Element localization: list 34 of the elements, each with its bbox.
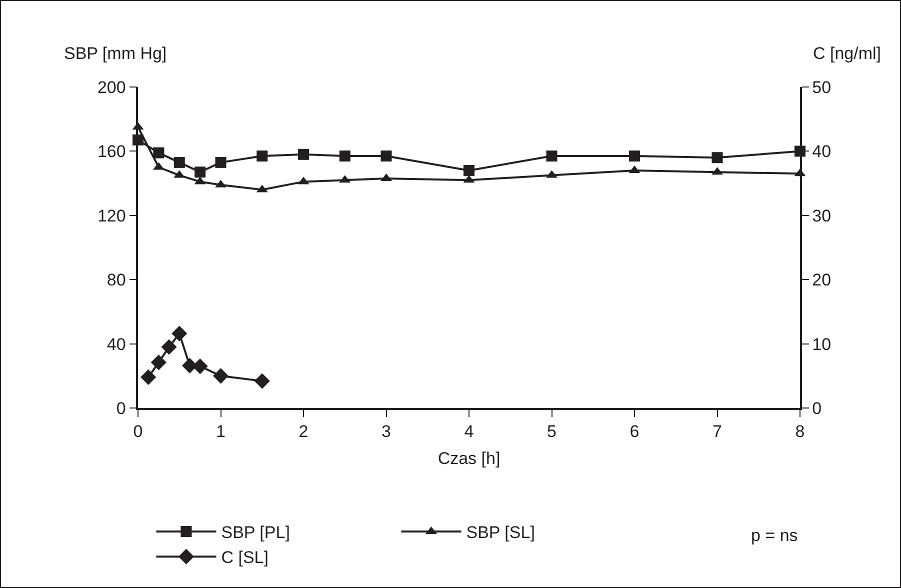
- y2-axis-title: C [ng/ml]: [813, 44, 882, 63]
- x-tick-label: 0: [133, 422, 143, 442]
- y-tick-label: 0: [116, 398, 126, 418]
- y2-tick-label: 40: [812, 142, 832, 162]
- point: [212, 368, 229, 384]
- x-tick-label: 6: [630, 422, 640, 442]
- x-tick-label: 1: [216, 422, 226, 442]
- x-tick-label: 7: [712, 422, 722, 442]
- y-tick-label: 160: [97, 142, 126, 162]
- point: [254, 373, 270, 389]
- y-tick-label: 200: [97, 78, 126, 97]
- legend-label: SBP [PL]: [221, 523, 290, 542]
- x-tick-label: 3: [382, 422, 391, 442]
- point: [161, 339, 177, 355]
- x-tick-label: 2: [298, 422, 308, 442]
- point: [140, 369, 156, 385]
- y2-tick-label: 30: [812, 206, 832, 226]
- x-tick-label: 5: [547, 422, 556, 442]
- x-tick-label: 4: [464, 422, 474, 442]
- x-axis-title: Czas [h]: [438, 449, 500, 468]
- y2-tick-label: 20: [812, 270, 832, 290]
- y2-tick-label: 0: [812, 398, 822, 418]
- legend-label: C [SL]: [221, 548, 268, 568]
- y-axis-title: SBP [mm Hg]: [64, 44, 167, 63]
- point: [150, 354, 166, 370]
- y2-tick-label: 10: [812, 334, 832, 354]
- point: [172, 326, 188, 342]
- y-tick-label: 40: [106, 334, 126, 354]
- text: p = ns: [751, 526, 798, 545]
- legend-label: SBP [SL]: [466, 523, 535, 542]
- x-tick-label: 8: [795, 422, 805, 442]
- y2-tick-label: 50: [812, 78, 832, 97]
- y-tick-label: 120: [97, 206, 126, 226]
- y-tick-label: 80: [106, 270, 126, 290]
